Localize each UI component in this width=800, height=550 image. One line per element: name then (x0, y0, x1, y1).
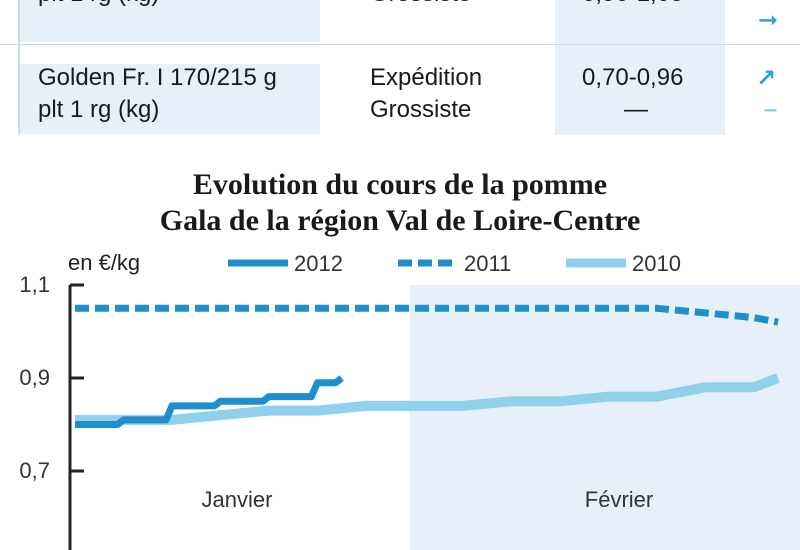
arrow-right-icon: ➞ (758, 7, 779, 34)
price-cell: 0,70-0,96 — (582, 64, 684, 123)
price-table: plt 1 rg (kg) Grossiste 0,90-1,05 ➞ Gold… (0, 0, 800, 135)
series-line-2012 (75, 375, 344, 428)
series-line-2010 (75, 373, 780, 425)
product-cell-bg (20, 0, 320, 42)
product-cell: Golden Fr. I 170/215 g plt 1 rg (kg) (38, 64, 277, 123)
legend-label-2011: 2011 (464, 251, 511, 276)
y-tick-label: 0,7 (19, 458, 50, 483)
table-left-border (18, 0, 20, 135)
legend-label-2010: 2010 (632, 251, 681, 276)
market-cell: Expédition Grossiste (370, 64, 483, 123)
price-column-bg (555, 0, 725, 135)
price-cell: 0,90-1,05 (582, 0, 683, 10)
chart-title-line2: Gala de la région Val de Loire-Centre (159, 204, 641, 237)
market-cell: Grossiste (370, 0, 471, 10)
series-line-2011 (75, 304, 779, 326)
month-label: Février (585, 487, 653, 512)
month-shade-fevrier (410, 285, 800, 550)
month-label: Janvier (202, 487, 273, 512)
y-tick-label: 0,9 (19, 365, 50, 390)
arrow-up-right-icon: ↗ (756, 65, 777, 92)
product-cell: plt 1 rg (kg) (38, 0, 159, 10)
y-axis-label: en €/kg (68, 250, 140, 275)
y-tick-label: 1,1 (19, 272, 50, 297)
chart-title-line1: Evolution du cours de la pomme (192, 168, 608, 201)
dash-icon: – (764, 96, 778, 123)
row-divider (0, 44, 800, 45)
product-cell-bg (20, 64, 320, 134)
legend-label-2012: 2012 (294, 251, 343, 276)
